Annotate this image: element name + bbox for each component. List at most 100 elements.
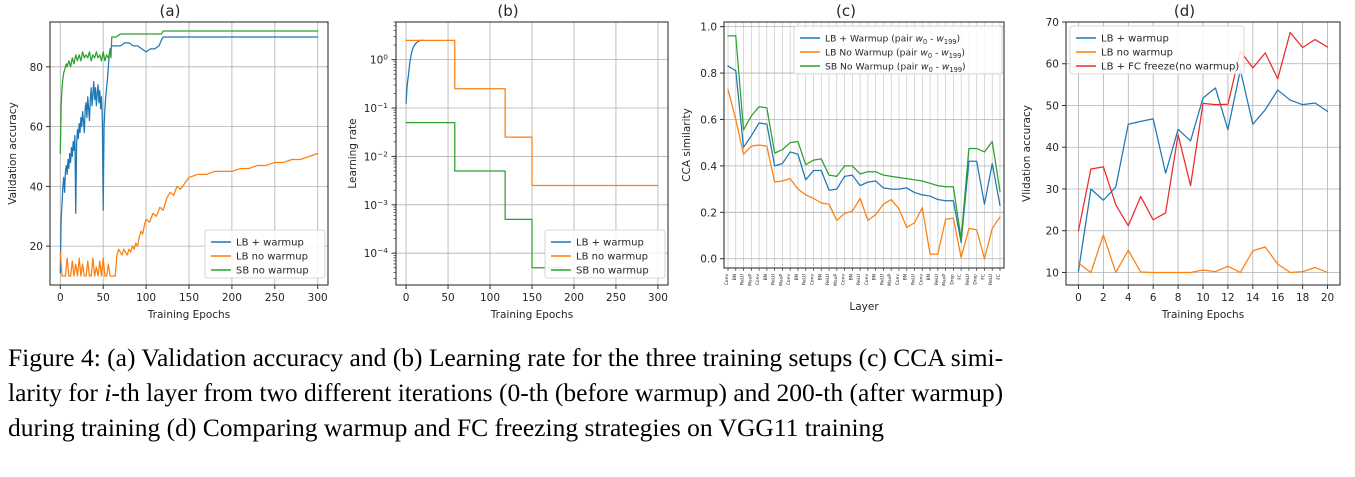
series-line-0	[727, 65, 1001, 244]
tick-label-x: BN	[763, 274, 769, 280]
tick-label-y: 60	[30, 122, 43, 134]
y-axis-label: CCA similarity	[681, 108, 693, 182]
series-line-2	[1077, 31, 1329, 232]
panel-b: (b) 100 10−1 10−2 10−3 10−4 0 50 100 150 200 250 30…	[338, 0, 678, 320]
tick-label-x: BN	[903, 274, 909, 280]
series-line-0	[405, 39, 424, 104]
tick-label-x: 0	[403, 292, 410, 304]
tick-label-y: 70	[1046, 17, 1059, 29]
tick-label-x: MaxP	[887, 274, 893, 286]
y-axis-label: Vlidation accuracy	[1021, 105, 1033, 202]
tick-label-x: 6	[1150, 292, 1157, 304]
tick-label-y: 0.4	[700, 161, 717, 173]
tick-label-y: 40	[1046, 142, 1059, 154]
tick-label-x: BN	[926, 274, 932, 280]
tick-label-x: ReLU	[988, 274, 994, 285]
legend-box	[793, 25, 1003, 75]
tick-label-x: Drop	[949, 274, 955, 285]
tick-label-x: ReLU	[856, 274, 862, 285]
tick-label-y: 40	[30, 181, 43, 193]
series-line-1	[727, 88, 1001, 260]
tick-label-x: 8	[1175, 292, 1182, 304]
tick-label-y: 10−2	[364, 149, 388, 163]
tick-label-x: 20	[1321, 292, 1334, 304]
panel-d-title: (d)	[1173, 2, 1196, 20]
tick-label-y: 20	[30, 241, 43, 253]
tick-label-x: Conv	[786, 274, 792, 286]
series-line-2	[405, 121, 563, 269]
tick-label-x: 250	[265, 292, 285, 304]
tick-label-x: 150	[179, 292, 199, 304]
tick-label-x: Conv	[918, 274, 924, 286]
tick-label-x: BN	[872, 274, 878, 280]
y-axis-label: Learning rate	[347, 118, 359, 188]
tick-label-x: Drop	[973, 274, 979, 285]
tick-label-x: Conv	[724, 274, 730, 286]
tick-label-x: MaxP	[778, 274, 784, 286]
legend-box	[1069, 25, 1245, 75]
series-line-1	[1077, 234, 1329, 274]
panel-a-plot: 0 50 100 150 200 250 300 20 40 60 80 Validation acc…	[7, 21, 329, 320]
tick-label-y: 60	[1046, 59, 1059, 71]
tick-label-x: 18	[1296, 292, 1309, 304]
tick-label-x: Conv	[809, 274, 815, 286]
tick-label-x: FC	[957, 274, 963, 280]
tick-label-x: 100	[480, 292, 500, 304]
tick-label-x: 16	[1271, 292, 1285, 304]
legend-label-2: SB No Warmup (pair w0 - w199)	[825, 62, 966, 74]
legend-label-1: LB no warmup	[236, 252, 308, 263]
tick-label-x: ReLU	[911, 274, 917, 285]
tick-label-x: 200	[222, 292, 242, 304]
figure-caption: Figure 4: (a) Validation accuracy and (b…	[8, 340, 1348, 445]
panel-d: (d) 0 2 4 6 8 10 12 14 16 18 20 10 20 30 40 50 60 70 Vlida…	[1014, 0, 1355, 320]
legend-label-1: LB no warmup	[576, 252, 648, 263]
tick-label-x: 2	[1100, 292, 1107, 304]
legend-label-0: LB + Warmup (pair w0 - w199)	[825, 34, 960, 46]
tick-label-y: 0.0	[700, 254, 717, 266]
series-line-1	[59, 152, 319, 277]
tick-label-y: 10−1	[364, 101, 389, 115]
legend-label-1: LB no warmup	[1101, 48, 1173, 59]
x-axis-label: Layer	[849, 301, 879, 313]
tick-label-y: 80	[30, 62, 43, 74]
legend-label-1: LB No Warmup (pair w0 - w199)	[825, 48, 965, 60]
tick-label-x: ReLU	[879, 274, 885, 285]
legend-label-0: LB + warmup	[236, 238, 304, 249]
tick-label-x: 50	[441, 292, 454, 304]
legend-label-0: LB + warmup	[576, 238, 644, 249]
panel-b-plot: 100 10−1 10−2 10−3 10−4 0 50 100 150 200 250 300 Lea…	[347, 21, 669, 320]
tick-label-x: 300	[648, 292, 668, 304]
legend-label-2: LB + FC freeze(no warmup)	[1101, 62, 1239, 73]
panel-c: (c) 0.0 0.2 0.4 0.6 0.8 1.0 Conv BN ReLU MaxP Conv…	[676, 0, 1016, 320]
tick-label-x: ReLU	[825, 274, 831, 285]
tick-label-y: 0.2	[700, 207, 717, 219]
tick-label-x: ReLU	[802, 274, 808, 285]
series-line-1	[405, 39, 659, 187]
tick-label-x: 0	[57, 292, 64, 304]
legend-label-2: SB no warmup	[576, 266, 649, 277]
legend-box	[204, 229, 326, 279]
caption-line-2-part-b: -th layer from two different iterations …	[111, 378, 1004, 407]
caption-line-2-italic-i: i	[104, 378, 112, 407]
tick-label-x: MaxP	[747, 274, 753, 286]
panel-a: (a) 0 50 100 150 200 250 300 20 40 60 80 Validation…	[0, 0, 340, 320]
x-axis-label: Training Epochs	[1161, 309, 1244, 320]
tick-label-x: MaxP	[942, 274, 948, 286]
tick-label-x: 300	[308, 292, 328, 304]
tick-label-x: 14	[1246, 292, 1260, 304]
legend-label-0: LB + warmup	[1101, 34, 1169, 45]
series-line-2	[727, 35, 1001, 240]
panel-d-plot: 0 2 4 6 8 10 12 14 16 18 20 10 20 30 40 50 60 70 Vlidation…	[1021, 17, 1341, 320]
tick-label-x: FC	[996, 274, 1002, 280]
y-axis-label: Validation accuracy	[7, 102, 19, 205]
panel-a-title: (a)	[159, 2, 181, 20]
tick-label-x: FC	[980, 274, 986, 280]
tick-label-y: 50	[1046, 100, 1059, 112]
tick-label-x: ReLU	[771, 274, 777, 285]
series-line-0	[1077, 69, 1329, 272]
caption-line-1: Figure 4: (a) Validation accuracy and (b…	[8, 343, 1004, 372]
tick-label-y: 100	[370, 53, 388, 67]
tick-label-y: 10	[1046, 267, 1059, 279]
tick-label-x: ReLU	[740, 274, 746, 285]
